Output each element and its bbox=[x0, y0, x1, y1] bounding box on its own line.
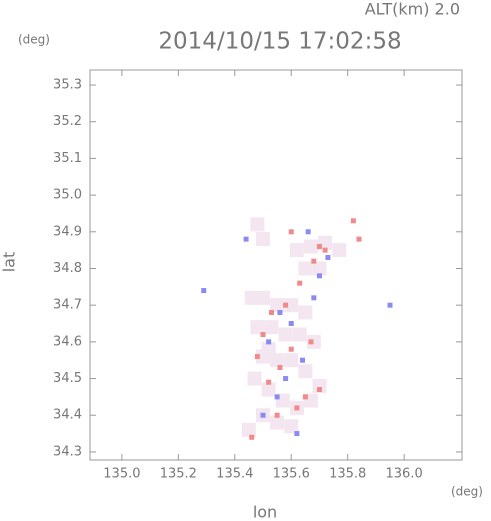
radar-point bbox=[284, 298, 299, 313]
radar-point bbox=[254, 354, 260, 360]
x-tick-label: 135.0 bbox=[103, 467, 140, 482]
y-tick-label: 34.3 bbox=[53, 444, 82, 459]
y-tick-label: 34.4 bbox=[53, 408, 82, 423]
y-axis-label: lat bbox=[0, 252, 19, 273]
radar-point bbox=[261, 342, 276, 357]
radar-point bbox=[266, 379, 272, 385]
radar-point bbox=[311, 258, 317, 264]
radar-point bbox=[274, 412, 280, 418]
radar-point bbox=[302, 394, 308, 400]
radar-point bbox=[288, 346, 294, 352]
radar-point bbox=[284, 353, 299, 368]
radar-point bbox=[325, 254, 331, 260]
x-tick-label: 135.2 bbox=[160, 467, 197, 482]
radar-point bbox=[303, 239, 318, 254]
radar-point bbox=[256, 290, 271, 305]
x-tick-label: 135.8 bbox=[329, 467, 366, 482]
radar-point bbox=[312, 261, 327, 276]
radar-point bbox=[288, 229, 294, 235]
radar-point bbox=[250, 217, 265, 232]
x-tick-label: 135.4 bbox=[216, 467, 253, 482]
radar-point bbox=[260, 412, 266, 418]
radar-point bbox=[288, 321, 294, 327]
radar-point bbox=[316, 273, 322, 279]
radar-point bbox=[277, 365, 283, 371]
radar-point bbox=[300, 357, 306, 363]
chart-title: 2014/10/15 17:02:58 bbox=[158, 29, 401, 55]
radar-point bbox=[289, 243, 304, 258]
x-unit: (deg) bbox=[451, 485, 483, 499]
radar-point bbox=[241, 422, 256, 437]
radar-point bbox=[260, 332, 266, 338]
radar-point bbox=[243, 236, 249, 242]
radar-point bbox=[244, 290, 259, 305]
radar-point bbox=[322, 247, 328, 253]
y-tick-label: 35.3 bbox=[53, 78, 82, 93]
y-unit: (deg) bbox=[18, 33, 50, 47]
radar-point bbox=[278, 327, 293, 342]
radar-point bbox=[305, 229, 311, 235]
radar-point bbox=[256, 232, 271, 247]
radar-point bbox=[270, 353, 285, 368]
x-tick-label: 135.6 bbox=[273, 467, 310, 482]
radar-point bbox=[387, 302, 393, 308]
radar-point bbox=[292, 327, 307, 342]
radar-point bbox=[270, 298, 285, 313]
y-tick-label: 34.7 bbox=[53, 298, 82, 313]
radar-point bbox=[312, 378, 327, 393]
radar-point bbox=[297, 280, 303, 286]
radar-point bbox=[298, 364, 313, 379]
altitude-label: ALT(km) 2.0 bbox=[365, 0, 460, 19]
plot-frame bbox=[89, 69, 463, 461]
x-axis-label: lon bbox=[253, 503, 277, 521]
radar-point bbox=[294, 431, 300, 437]
radar-point bbox=[266, 339, 272, 345]
y-tick-label: 34.6 bbox=[53, 334, 82, 349]
radar-point bbox=[294, 405, 300, 411]
y-tick-label: 34.5 bbox=[53, 371, 82, 386]
radar-point bbox=[283, 376, 289, 382]
radar-point bbox=[311, 295, 317, 301]
radar-point bbox=[249, 434, 255, 440]
radar-point bbox=[306, 334, 321, 349]
y-tick-label: 34.9 bbox=[53, 224, 82, 239]
radar-point bbox=[268, 310, 274, 316]
y-tick-label: 34.8 bbox=[53, 261, 82, 276]
radar-point bbox=[356, 236, 362, 242]
y-tick-label: 35.0 bbox=[53, 188, 82, 203]
radar-point bbox=[298, 305, 313, 320]
radar-point bbox=[250, 320, 265, 335]
radar-point bbox=[277, 310, 283, 316]
radar-point bbox=[261, 382, 276, 397]
radar-point bbox=[264, 320, 279, 335]
y-tick-label: 35.1 bbox=[53, 151, 82, 166]
radar-point bbox=[316, 243, 322, 249]
radar-point bbox=[270, 415, 285, 430]
radar-point bbox=[247, 371, 262, 386]
radar-point bbox=[308, 339, 314, 345]
y-tick-label: 35.2 bbox=[53, 114, 82, 129]
radar-point bbox=[332, 243, 347, 258]
radar-point bbox=[283, 302, 289, 308]
radar-point bbox=[201, 287, 207, 293]
radar-point bbox=[274, 394, 280, 400]
x-tick-label: 136.0 bbox=[386, 467, 423, 482]
radar-point bbox=[316, 387, 322, 393]
radar-point bbox=[350, 218, 356, 224]
radar-point bbox=[284, 419, 299, 434]
radar-point bbox=[298, 261, 313, 276]
